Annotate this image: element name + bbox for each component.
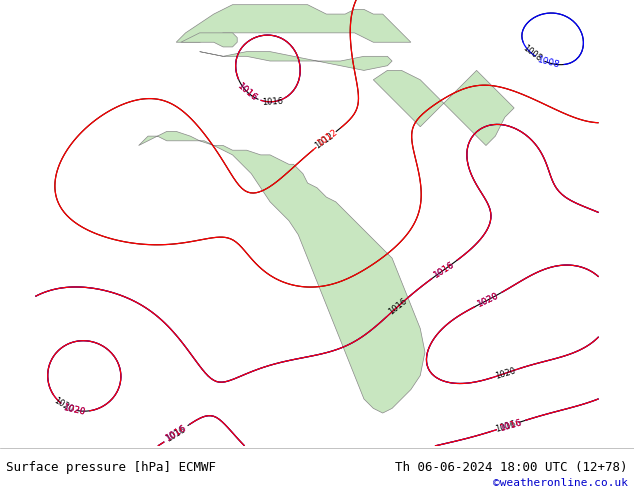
Text: 1016: 1016 [165, 423, 189, 443]
Text: 1016: 1016 [432, 259, 456, 279]
Text: 1012: 1012 [316, 127, 340, 148]
Text: 1020: 1020 [476, 291, 500, 309]
Text: 1016: 1016 [499, 417, 524, 433]
Text: 1016: 1016 [164, 424, 187, 443]
Text: 1020: 1020 [476, 291, 500, 309]
Text: 1008: 1008 [537, 55, 561, 70]
Polygon shape [139, 131, 425, 413]
Text: ©weatheronline.co.uk: ©weatheronline.co.uk [493, 478, 628, 488]
Text: 1016: 1016 [165, 423, 189, 443]
Text: Surface pressure [hPa] ECMWF: Surface pressure [hPa] ECMWF [6, 462, 216, 474]
Text: 1016: 1016 [499, 417, 524, 433]
Text: 1020: 1020 [53, 396, 75, 415]
Text: 1016: 1016 [494, 419, 517, 434]
Text: Th 06-06-2024 18:00 UTC (12+78): Th 06-06-2024 18:00 UTC (12+78) [395, 462, 628, 474]
Polygon shape [181, 33, 237, 47]
Text: 1016: 1016 [387, 296, 409, 317]
Text: 1020: 1020 [63, 403, 87, 417]
Text: 1020: 1020 [494, 366, 517, 381]
Polygon shape [176, 5, 411, 42]
Polygon shape [373, 71, 514, 146]
Text: 1016: 1016 [236, 81, 259, 103]
Polygon shape [200, 51, 392, 71]
Text: 1008: 1008 [521, 44, 543, 64]
Text: 1016: 1016 [236, 81, 259, 103]
Text: 1020: 1020 [63, 403, 87, 417]
Text: 1012: 1012 [313, 131, 335, 150]
Text: 1016: 1016 [261, 97, 283, 107]
Text: 1016: 1016 [432, 259, 456, 279]
